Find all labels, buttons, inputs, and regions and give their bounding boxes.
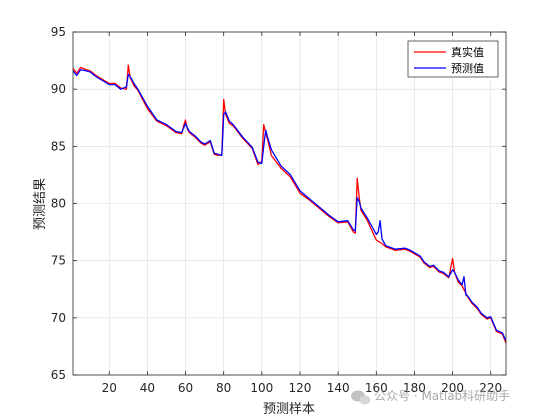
x-axis-label: 预测样本 bbox=[263, 402, 315, 417]
legend-label-actual: 真实值 bbox=[451, 45, 484, 59]
x-tick-label: 100 bbox=[250, 381, 273, 395]
y-tick-label: 65 bbox=[51, 368, 66, 382]
ticks: 20 40 60 80 100 120 140 160 180 200 220 65 70 75 80 85 9… bbox=[51, 25, 506, 395]
y-tick-label: 95 bbox=[51, 25, 66, 39]
x-tick-label: 180 bbox=[403, 381, 426, 395]
y-axis-label: 预测结果 bbox=[33, 178, 48, 230]
x-tick-label: 60 bbox=[178, 381, 193, 395]
y-tick-label: 80 bbox=[51, 197, 66, 211]
legend: 真实值 预测值 bbox=[407, 40, 499, 78]
watermark-text: 公众号 · Matlab科研助手 bbox=[374, 389, 510, 403]
series-layer bbox=[72, 64, 507, 344]
y-tick-label: 75 bbox=[51, 254, 66, 268]
y-tick-label: 85 bbox=[51, 139, 66, 153]
x-tick-label: 220 bbox=[479, 381, 502, 395]
x-tick-label: 80 bbox=[216, 381, 231, 395]
series-line-actual bbox=[72, 64, 507, 344]
x-tick-label: 20 bbox=[102, 381, 117, 395]
watermark: 公众号 · Matlab科研助手 bbox=[351, 389, 510, 405]
wechat-icon bbox=[351, 390, 371, 405]
x-tick-label: 160 bbox=[365, 381, 388, 395]
x-tick-label: 120 bbox=[289, 381, 312, 395]
x-tick-label: 40 bbox=[140, 381, 155, 395]
x-tick-label: 140 bbox=[327, 381, 350, 395]
legend-box bbox=[407, 40, 499, 78]
y-tick-label: 90 bbox=[51, 82, 66, 96]
series-line-predicted bbox=[72, 69, 507, 341]
legend-label-predicted: 预测值 bbox=[451, 62, 484, 75]
y-tick-label: 70 bbox=[51, 311, 66, 325]
x-tick-label: 200 bbox=[441, 381, 464, 395]
